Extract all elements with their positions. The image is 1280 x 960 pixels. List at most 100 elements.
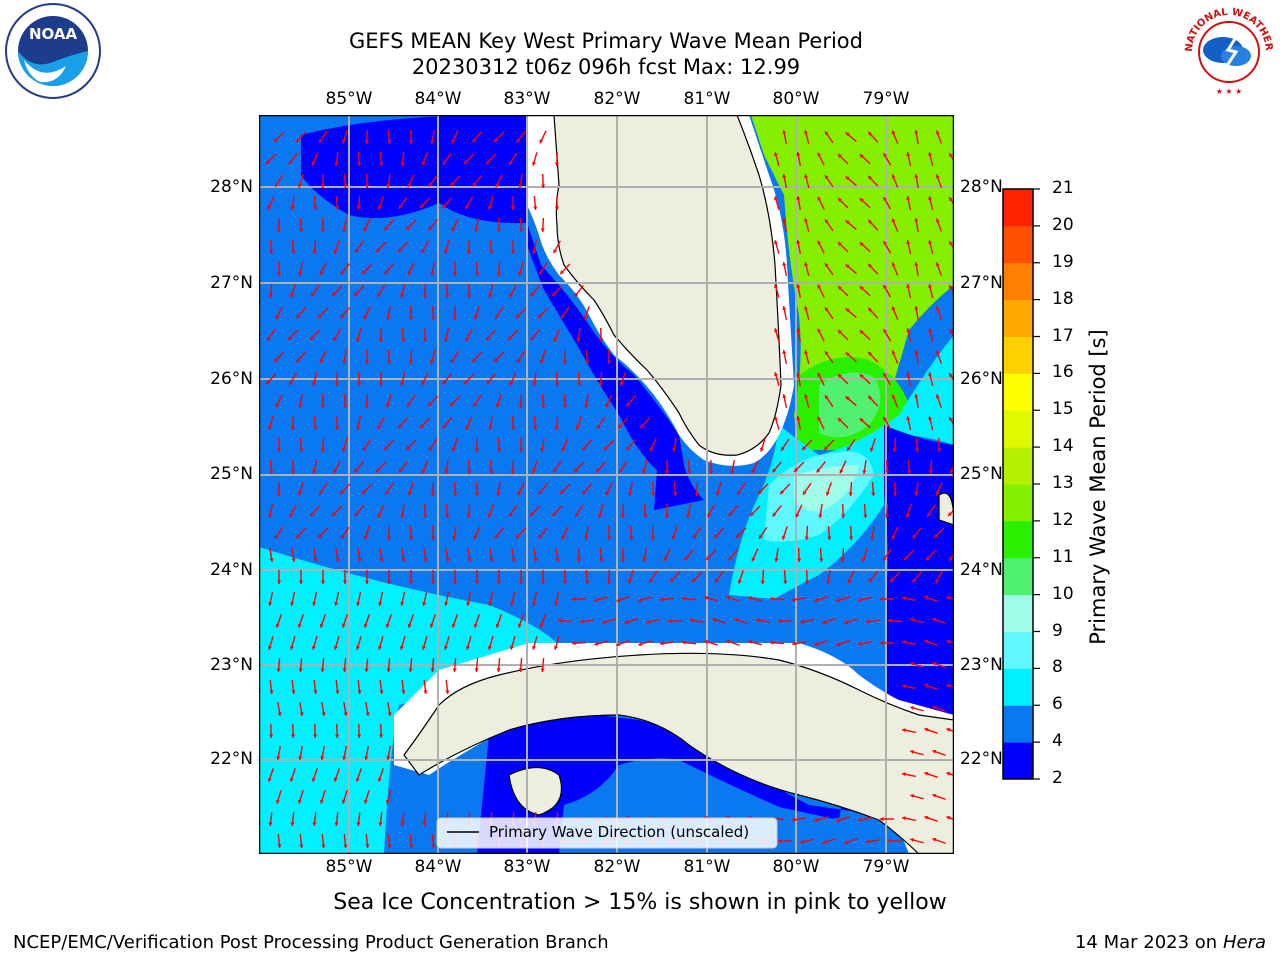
- wave-arrow-head: [268, 294, 273, 298]
- wave-arrow-head: [859, 242, 864, 247]
- wave-arrow-head: [378, 602, 383, 606]
- wave-arrow-head: [312, 470, 317, 474]
- wave-arrow-head: [444, 338, 449, 342]
- wave-arrow-head: [508, 336, 512, 340]
- wave-arrow-head: [444, 249, 449, 254]
- colorbar-segment: [1003, 299, 1033, 337]
- wave-arrow-head: [509, 381, 514, 386]
- wave-arrow-head: [422, 338, 428, 342]
- wave-arrow-head: [796, 240, 801, 244]
- wave-arrow-head: [748, 596, 753, 601]
- wave-arrow-head: [910, 706, 915, 711]
- wave-arrow-head: [906, 196, 911, 200]
- wave-arrow-head: [277, 712, 282, 716]
- wave-arrow-head: [299, 844, 304, 848]
- wave-arrow-head: [494, 138, 498, 142]
- wave-arrow-head: [387, 140, 392, 144]
- wave-arrow-head: [712, 617, 717, 622]
- wave-arrow-head: [356, 602, 361, 606]
- lon-tick-bottom-81: 81°W: [683, 857, 731, 877]
- wave-arrow-head: [890, 578, 894, 582]
- wave-arrow-head: [783, 580, 788, 584]
- wave-arrow-head: [709, 470, 714, 474]
- wave-arrow-head: [728, 556, 733, 561]
- wave-arrow-head: [387, 712, 392, 716]
- wave-arrow-head: [518, 184, 523, 188]
- wave-arrow-head: [910, 794, 915, 799]
- wave-arrow-head: [429, 623, 434, 628]
- wave-arrow-head: [804, 394, 809, 399]
- cuba-land: [403, 652, 954, 854]
- wave-arrow-head: [422, 822, 427, 826]
- wave-arrow-head: [868, 395, 873, 400]
- wave-arrow-head: [398, 204, 403, 209]
- wave-arrow-head: [335, 690, 340, 694]
- wave-arrow-head: [928, 470, 933, 474]
- wave-arrow-head: [288, 336, 292, 341]
- wave-arrow-head: [554, 206, 560, 210]
- wave-arrow-head: [385, 490, 389, 495]
- wave-arrow-head: [298, 404, 303, 408]
- wave-arrow-head: [782, 262, 787, 266]
- lon-tick-top-81: 81°W: [683, 89, 731, 109]
- wave-arrow-head: [510, 470, 515, 474]
- wave-arrow-head: [489, 250, 494, 254]
- wave-arrow-head: [378, 822, 383, 826]
- wave-arrow-head: [486, 336, 491, 341]
- wave-arrow-head: [817, 196, 822, 201]
- wave-arrow-head: [319, 623, 324, 628]
- wave-arrow-head: [276, 756, 281, 760]
- wave-arrow-head: [276, 580, 282, 584]
- wave-arrow-head: [354, 292, 359, 297]
- wave-arrow-head: [267, 777, 272, 782]
- wave-arrow-head: [496, 580, 502, 584]
- wave-arrow-head: [845, 396, 850, 401]
- wave-arrow-head: [845, 308, 850, 313]
- wave-arrow-head: [782, 218, 787, 222]
- wave-arrow-head: [312, 381, 317, 386]
- wave-arrow-head: [839, 469, 844, 474]
- wave-arrow-head: [885, 470, 890, 474]
- wave-arrow-head: [533, 426, 538, 430]
- wave-arrow-head: [319, 359, 324, 364]
- wave-arrow-head: [267, 205, 272, 210]
- wave-arrow-head: [552, 512, 557, 517]
- wave-arrow-head: [532, 645, 536, 650]
- wave-arrow-head: [902, 772, 906, 777]
- wave-arrow-head: [935, 262, 940, 267]
- wave-arrow-head: [445, 558, 450, 562]
- wave-arrow-head: [474, 580, 480, 584]
- wave-arrow-head: [796, 328, 801, 332]
- wave-arrow-head: [934, 534, 938, 538]
- wave-arrow-head: [517, 271, 522, 276]
- wave-arrow-head: [796, 152, 801, 156]
- wave-arrow-head: [466, 250, 471, 254]
- wave-arrow-head: [378, 645, 382, 650]
- wave-arrow-head: [398, 468, 403, 473]
- wave-arrow-head: [914, 130, 919, 134]
- wave-arrow-head: [825, 131, 829, 136]
- colorbar-segment: [1003, 373, 1033, 411]
- wave-arrow-head: [442, 160, 447, 165]
- colorbar-segment: [1003, 520, 1033, 559]
- wave-period-map: Primary Wave Direction (unscaled): [259, 115, 954, 854]
- ocean-2-4s-west-florida: [527, 223, 704, 510]
- ocean-2-4s-caribbean: [477, 697, 954, 854]
- wave-arrow-head: [924, 815, 929, 820]
- wave-arrow-head: [319, 271, 324, 276]
- wave-arrow-head: [682, 640, 686, 645]
- wave-arrow-head: [772, 468, 777, 473]
- ocean-9-10s-straits: [794, 465, 859, 512]
- wave-arrow-head: [421, 381, 426, 386]
- wave-arrow-head: [495, 623, 500, 628]
- wave-arrow-head: [868, 175, 873, 180]
- sea-ice-note: Sea Ice Concentration > 15% is shown in …: [333, 890, 947, 915]
- wave-arrow-head: [670, 578, 675, 583]
- wave-arrow-head: [532, 602, 537, 606]
- wave-arrow-head: [869, 447, 874, 452]
- wave-arrow-head: [804, 350, 809, 355]
- lat-tick-left-27: 27°N: [210, 273, 253, 293]
- wave-arrow-head: [400, 645, 404, 650]
- wave-arrow-head: [342, 668, 347, 672]
- wave-arrow-head: [642, 558, 647, 562]
